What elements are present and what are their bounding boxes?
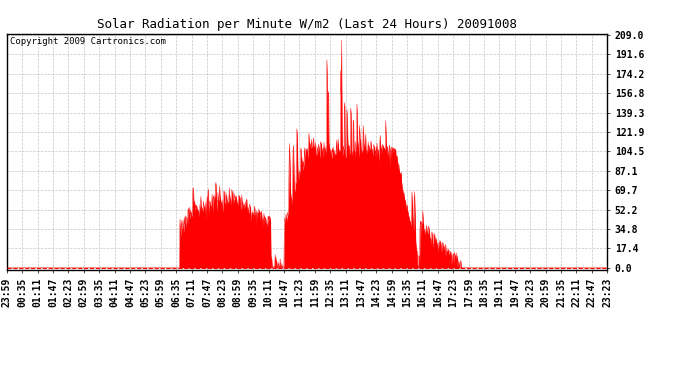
Text: Copyright 2009 Cartronics.com: Copyright 2009 Cartronics.com xyxy=(10,37,166,46)
Title: Solar Radiation per Minute W/m2 (Last 24 Hours) 20091008: Solar Radiation per Minute W/m2 (Last 24… xyxy=(97,18,517,31)
